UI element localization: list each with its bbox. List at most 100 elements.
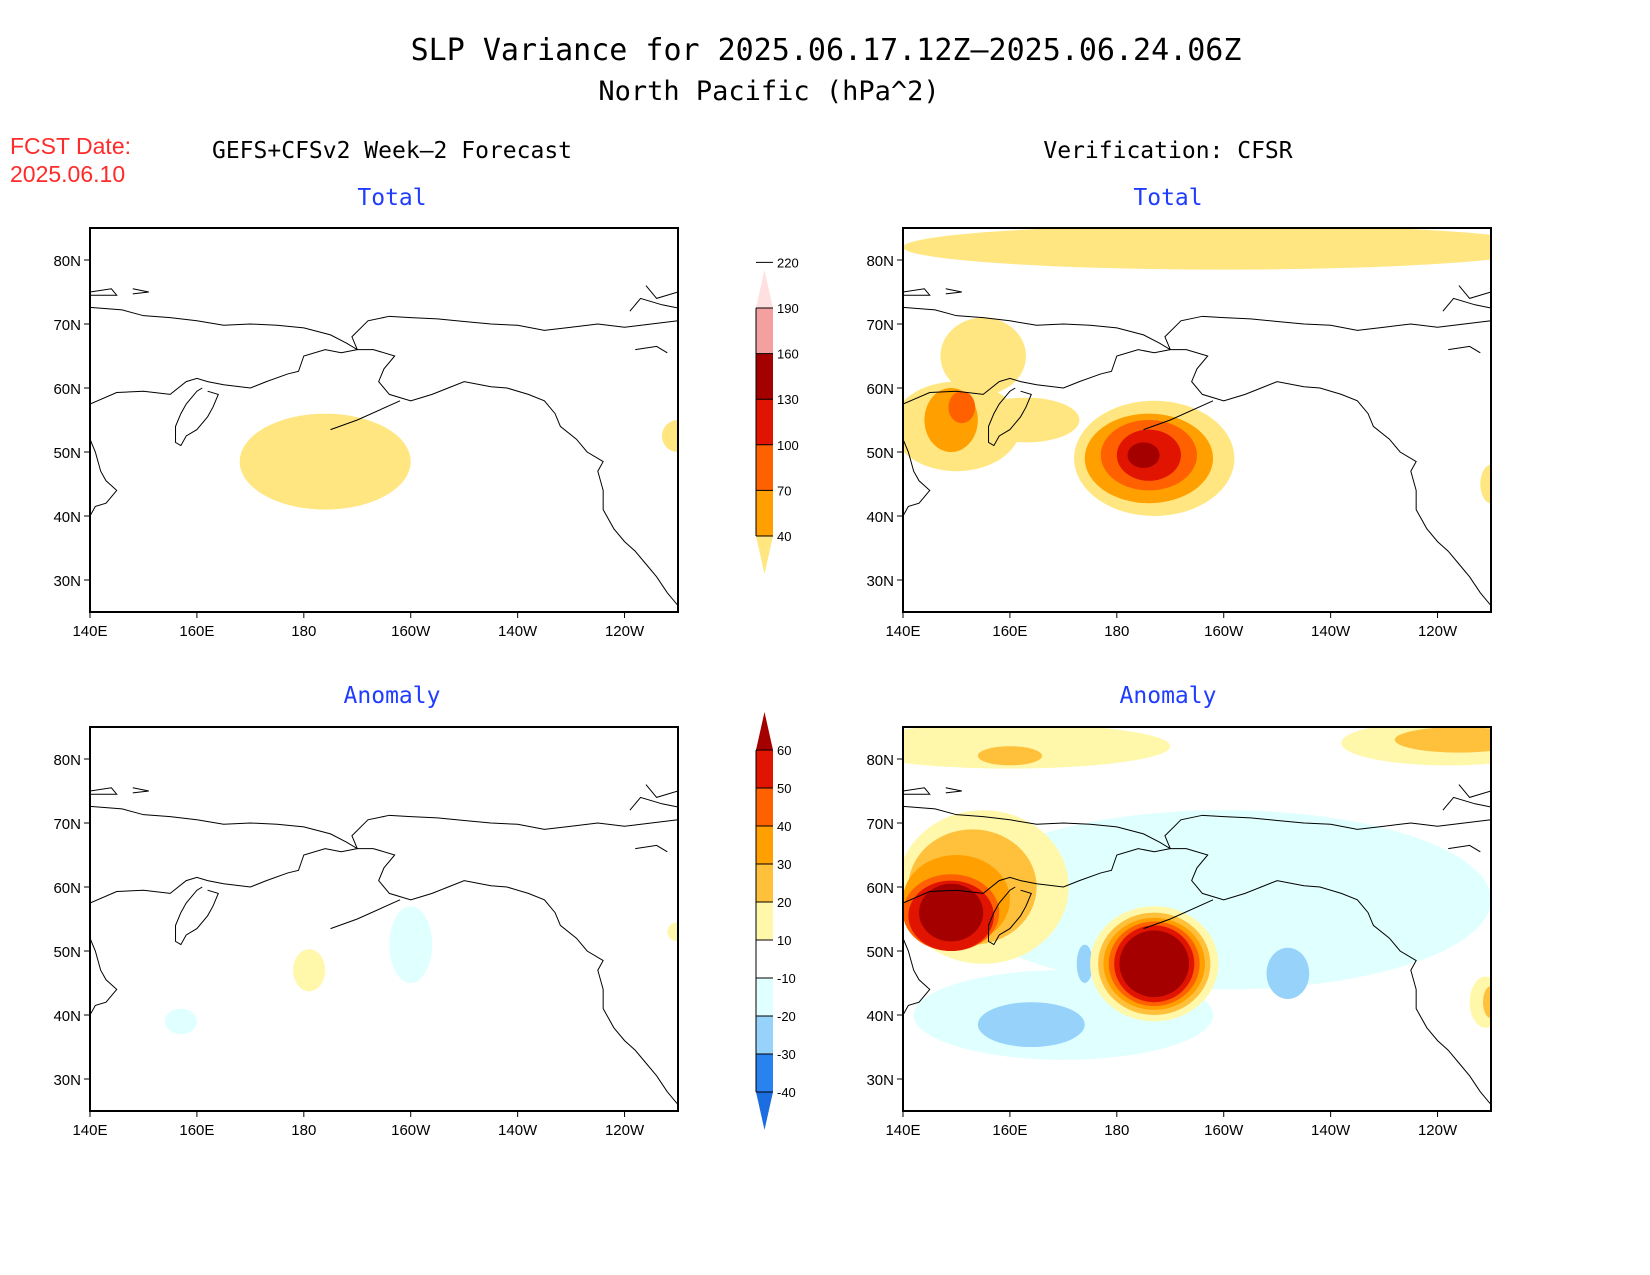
x-tick-label: 120W [605,623,645,640]
contour-fill-40-70 [1480,464,1491,504]
coastline [90,439,118,517]
x-tick-label: 140E [885,1122,920,1139]
contour-fill-20-30 [1482,986,1491,1019]
coastline [357,349,678,606]
contour-fill-160-190 [1127,442,1160,469]
y-tick-label: 80N [866,752,894,769]
colorbar-label: -10 [777,971,796,986]
coastline [903,439,931,517]
x-tick-label: 160E [992,623,1027,640]
panel-title: Anomaly [1120,683,1217,709]
x-tick-label: 140W [1311,1122,1351,1139]
colorbar-bin [756,864,773,902]
colorbar-label: 40 [777,529,791,544]
plot-frame [89,227,679,613]
colorbar-bin [756,750,773,788]
colorbar-label: 30 [777,857,791,872]
y-tick-label: 40N [53,1008,81,1025]
contour-fill-20-30 [1394,727,1491,753]
contour-fill-10-20 [1469,976,1491,1028]
panel-title: Total [1133,185,1202,211]
plot-frame [902,227,1492,613]
coastline [635,844,668,853]
colorbar-bin [756,1016,773,1054]
colorbar-bin [756,940,773,978]
x-tick-label: 140E [72,1122,107,1139]
coastline [903,306,1172,405]
coastline [645,784,678,798]
colorbar-label: 60 [777,743,791,758]
coastline [645,285,678,299]
coastlines [903,285,1491,606]
contour-fill-10-20 [903,727,1171,769]
coastline [1143,899,1214,930]
x-tick-label: 140W [1311,623,1351,640]
colorbar-top-arrow [756,712,773,750]
coastlines [903,784,1491,1105]
y-tick-label: 60N [53,880,81,897]
contour-fill-10-20 [667,922,678,942]
colorbar-bin [756,308,773,354]
x-tick-label: 180 [1104,1122,1129,1139]
colorbar-bin [756,788,773,826]
coastline [1170,848,1491,1105]
coastline [90,805,359,904]
contour-fill--30--20 [1076,944,1093,983]
x-tick-label: 140E [885,623,920,640]
colorbar-anomaly: -40 -30 -20 -10 10 20 30 40 50 60 [755,712,796,1130]
x-tick-label: 160E [179,1122,214,1139]
shaded-field [903,228,1491,516]
coastline [903,787,931,795]
y-tick-label: 80N [53,752,81,769]
main-subtitle: North Pacific (hPa^2) [598,76,939,107]
x-tick-label: 160E [992,1122,1027,1139]
contour-fill-40-70 [940,317,1026,395]
panel-title: Total [357,185,426,211]
coastline [1170,349,1491,606]
coastline [351,315,678,350]
coastline [90,306,359,405]
contour-fill-40-70 [903,228,1491,270]
contour-fill->60 [919,883,984,942]
coastline [629,297,678,312]
coastline [629,796,678,811]
coastline [132,288,149,295]
x-tick-label: 120W [1418,623,1458,640]
y-tick-label: 50N [53,445,81,462]
panel-forecast-total: Total 140E 160E 180 160W 140W 120W 30N 40N 50N 60N… [53,185,679,640]
colorbar-bin [756,399,773,445]
colorbar-label: -40 [777,1085,796,1100]
coastline [175,387,219,447]
panel-forecast-anomaly: Anomaly 140E 160E 180 160W 140W 120W 30N 40N 50N 6… [53,683,679,1139]
colorbar-label: -30 [777,1047,796,1062]
x-tick-label: 160W [1204,1122,1244,1139]
colorbar-bin [756,353,773,400]
coastline [1164,814,1491,849]
coastlines [90,285,678,606]
contour-fill->60 [1119,930,1189,998]
colorbar-bin [756,1054,773,1092]
colorbar-label: 70 [777,483,791,498]
colorbar-bin [756,444,773,491]
y-tick-label: 70N [866,816,894,833]
coastline [903,805,1172,904]
coastline [1143,400,1214,431]
colorbar-total: 40 70 100 130 160 190 220 [755,255,799,574]
colorbar-label: 10 [777,933,791,948]
coastline [90,938,118,1016]
coastline [988,886,1032,946]
y-tick-label: 70N [53,317,81,334]
x-tick-label: 140E [72,623,107,640]
shaded-field [903,727,1491,1060]
colorbar-label: 50 [777,781,791,796]
colorbar-bin [756,902,773,940]
y-tick-label: 70N [866,317,894,334]
x-tick-label: 140W [498,623,538,640]
x-tick-label: 160W [391,623,431,640]
x-tick-label: 160E [179,623,214,640]
coastline [945,288,962,295]
x-tick-label: 120W [605,1122,645,1139]
coastline [90,288,118,296]
coastline [1448,345,1481,354]
contour-fill--20--10 [164,1008,197,1035]
